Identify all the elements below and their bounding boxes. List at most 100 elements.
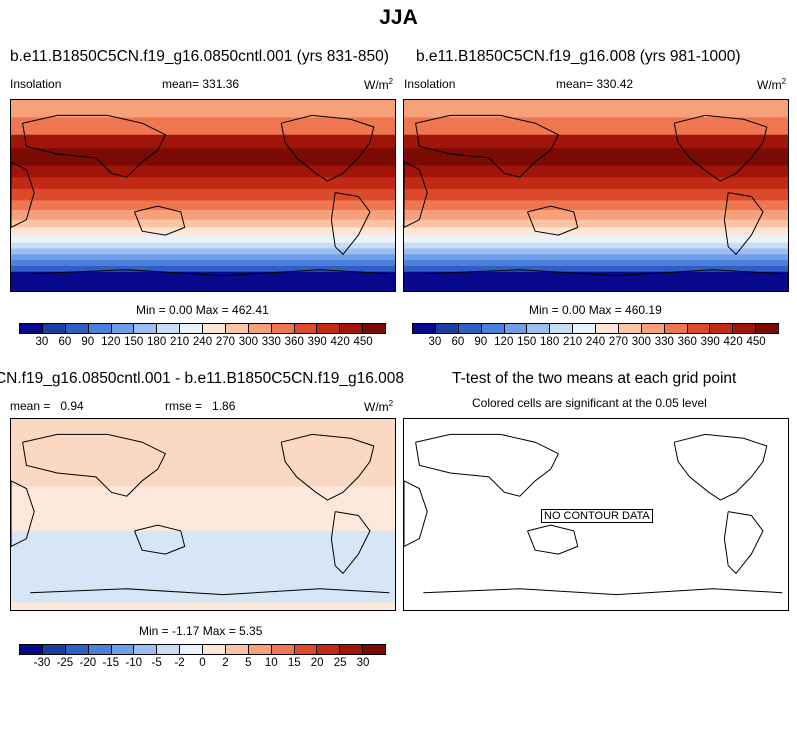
panel3-rmse: rmse = 1.86 xyxy=(165,399,235,413)
color-band xyxy=(404,219,788,228)
coastline xyxy=(11,161,35,228)
colorbar-cell xyxy=(527,324,551,333)
colorbar-tick-label: 90 xyxy=(81,336,95,348)
panel1-colorbar xyxy=(19,323,386,334)
colorbar-cell xyxy=(413,324,436,333)
colorbar-tick-label: 25 xyxy=(333,657,347,669)
panel2-minmax: Min = 0.00 Max = 460.19 xyxy=(529,303,662,317)
coastline xyxy=(723,511,764,575)
colorbar-tick-label: -15 xyxy=(102,657,120,669)
colorbar-tick-label: 210 xyxy=(562,336,583,348)
panel2-units: W/m2 xyxy=(757,77,786,92)
figure-title: JJA xyxy=(379,6,418,29)
color-band xyxy=(404,177,788,190)
panel2-mean-label: mean= xyxy=(556,77,594,91)
colorbar-tick-label: 240 xyxy=(585,336,606,348)
colorbar-cell xyxy=(435,324,459,333)
colorbar-tick-label: 120 xyxy=(101,336,121,348)
coastline xyxy=(280,114,375,182)
color-band xyxy=(404,242,788,250)
colorbar-tick-label: -20 xyxy=(79,657,97,669)
panel2-mean-value: 330.42 xyxy=(596,77,634,91)
colorbar-cell xyxy=(134,324,158,333)
panel3-colorbar-labels: -30 -25 -20 -15 -10 -5 -2 0 2 5 10 15 20 25 30 xyxy=(0,657,797,671)
coastline xyxy=(415,114,560,178)
panel3-mean-label: mean = xyxy=(10,399,51,413)
color-band xyxy=(11,248,395,255)
color-band xyxy=(11,260,395,267)
panel1-map xyxy=(10,99,396,292)
colorbar-tick-label: 420 xyxy=(330,336,350,348)
color-band xyxy=(11,148,395,167)
coastline xyxy=(527,205,579,236)
color-band xyxy=(404,210,788,221)
colorbar-cell xyxy=(756,324,778,333)
color-band xyxy=(404,188,788,201)
colorbar-tick-label: 30 xyxy=(428,336,442,348)
colorbar-cell xyxy=(458,324,482,333)
color-band xyxy=(11,227,395,236)
color-band xyxy=(404,227,788,236)
colorbar-tick-label: 330 xyxy=(654,336,674,348)
color-band xyxy=(11,210,395,221)
color-band xyxy=(11,602,395,610)
color-band xyxy=(404,235,788,244)
color-band xyxy=(11,188,395,201)
colorbar-tick-label: 60 xyxy=(451,336,465,348)
colorbar-tick-label: 0 xyxy=(199,657,206,669)
color-band xyxy=(404,260,788,267)
coastline xyxy=(134,524,186,555)
colorbar-cell xyxy=(203,645,226,654)
coastline xyxy=(330,192,371,256)
color-band xyxy=(404,117,788,136)
panel3-minmax: Min = -1.17 Max = 5.35 xyxy=(139,624,263,638)
coastline xyxy=(423,588,783,596)
colorbar-cell xyxy=(225,324,249,333)
colorbar-cell xyxy=(294,324,318,333)
panel1-mean-label: mean= xyxy=(162,77,200,91)
colorbar-tick-label: 450 xyxy=(746,336,766,348)
coastline xyxy=(280,433,375,501)
map-canvas xyxy=(11,100,395,291)
colorbar-cell xyxy=(88,324,112,333)
colorbar-cell xyxy=(20,324,43,333)
colorbar-tick-label: -10 xyxy=(125,657,142,669)
colorbar-tick-label: -30 xyxy=(33,657,51,669)
colorbar-cell xyxy=(618,324,642,333)
colorbar-cell xyxy=(550,324,574,333)
color-band xyxy=(404,200,788,211)
colorbar-cell xyxy=(225,645,249,654)
coastline xyxy=(404,161,428,228)
panel1-variable: Insolation xyxy=(10,77,62,91)
color-band xyxy=(404,248,788,255)
colorbar-cell xyxy=(294,645,318,654)
colorbar-cell xyxy=(111,645,135,654)
colorbar-cell xyxy=(573,324,596,333)
colorbar-cell xyxy=(88,645,112,654)
colorbar-tick-label: 270 xyxy=(608,336,629,348)
map-canvas xyxy=(404,433,783,596)
colorbar-tick-label: 360 xyxy=(677,336,697,348)
colorbar-cell xyxy=(710,324,734,333)
panel2-mean: mean= 330.42 xyxy=(556,77,633,91)
color-band xyxy=(11,265,395,273)
colorbar-cell xyxy=(363,324,385,333)
colorbar-tick-label: 30 xyxy=(35,336,49,348)
coastline xyxy=(423,269,783,277)
panel2-colorbar xyxy=(412,323,779,334)
colorbar-tick-label: 300 xyxy=(631,336,651,348)
colorbar-tick-label: 150 xyxy=(517,336,537,348)
panel3-units-sup: 2 xyxy=(388,399,394,408)
colorbar-cell xyxy=(157,324,181,333)
colorbar-cell xyxy=(363,645,385,654)
colorbar-cell xyxy=(664,324,688,333)
colorbar-cell xyxy=(248,645,272,654)
coastline xyxy=(134,205,186,236)
colorbar-tick-label: 30 xyxy=(356,657,370,669)
colorbar-tick-label: 240 xyxy=(192,336,213,348)
colorbar-tick-label: 60 xyxy=(58,336,72,348)
colorbar-tick-label: 450 xyxy=(353,336,373,348)
color-band xyxy=(404,148,788,167)
panel3-mean-value: 0.94 xyxy=(60,399,84,413)
colorbar-cell xyxy=(65,324,89,333)
